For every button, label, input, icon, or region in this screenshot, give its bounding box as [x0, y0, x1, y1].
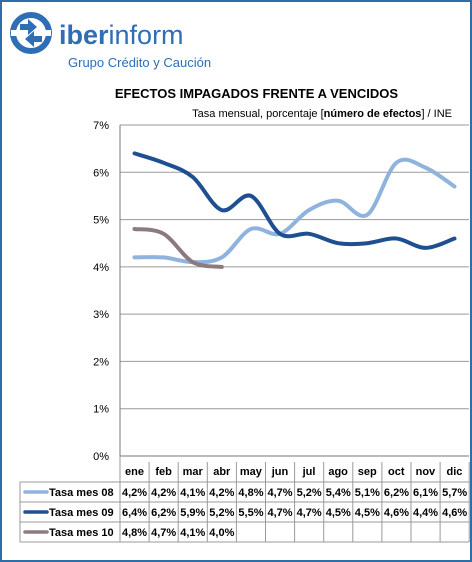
brand-logo: iberinform Grupo Crédito y Caución [10, 12, 211, 70]
y-tick-label: 1% [93, 404, 109, 416]
legend-label-3: Tasa mes 10 [49, 527, 114, 539]
x-tick-label: jul [302, 466, 316, 478]
table-cell: 4,4% [413, 507, 438, 519]
y-tick-label: 4% [93, 262, 109, 274]
table-cell: 5,2% [297, 487, 322, 499]
x-tick-label: oct [388, 466, 405, 478]
table-cell: 4,8% [238, 487, 263, 499]
table-cell: 4,6% [442, 507, 467, 519]
table-cell: 4,1% [180, 487, 205, 499]
y-tick-label: 2% [93, 356, 109, 368]
brand-name: iberinform [59, 20, 184, 50]
table-cell: 4,5% [355, 507, 380, 519]
series-lines [132, 151, 457, 269]
table-cell: 6,2% [151, 507, 176, 519]
table-cell: 4,7% [268, 507, 293, 519]
x-tick-label: ago [328, 466, 348, 478]
y-tick-label: 6% [93, 167, 109, 179]
table-cell: 4,2% [151, 487, 176, 499]
chart-subtitle-part3: ] / INE [421, 108, 452, 120]
chart-subtitle-part1: Tasa mensual, porcentaje [ [192, 108, 323, 120]
table-cell: 5,2% [209, 507, 234, 519]
x-tick-label: abr [213, 466, 231, 478]
legend-label-2: Tasa mes 09 [49, 507, 114, 519]
x-tick-label: mar [183, 466, 204, 478]
y-axis: 0% 1% 2% 3% 4% 5% 6% 7% [93, 120, 109, 463]
x-tick-label: ene [125, 466, 144, 478]
series-line-3 [132, 227, 224, 269]
table-cell: 6,2% [384, 487, 409, 499]
brand-tagline: Grupo Crédito y Caución [68, 55, 211, 70]
table-cell: 5,1% [355, 487, 380, 499]
chart-subtitle-part2: número de efectos [324, 108, 422, 120]
table-cell: 4,7% [268, 487, 293, 499]
x-tick-label: may [240, 466, 263, 478]
table-cell: 4,1% [180, 527, 205, 539]
x-tick-label: jun [271, 466, 289, 478]
table-cell: 5,4% [326, 487, 351, 499]
legend-label-1: Tasa mes 08 [49, 487, 114, 499]
table-cell: 4,6% [384, 507, 409, 519]
table-cell: 4,5% [326, 507, 351, 519]
table-cell: 4,0% [209, 527, 234, 539]
y-tick-label: 0% [93, 451, 109, 463]
x-tick-label: sep [358, 466, 377, 478]
table-cell: 4,7% [297, 507, 322, 519]
x-tick-label: feb [155, 466, 172, 478]
table-cell: 4,2% [122, 487, 147, 499]
table-cell: 4,7% [151, 527, 176, 539]
y-tick-label: 3% [93, 309, 109, 321]
table-cell: 5,9% [180, 507, 205, 519]
y-tick-label: 7% [93, 120, 109, 132]
table-cell: 6,1% [413, 487, 438, 499]
gridlines [119, 124, 469, 457]
brand-name-part2: inform [109, 20, 184, 50]
chart-subtitle: Tasa mensual, porcentaje [número de efec… [192, 108, 452, 120]
data-table: ene feb mar abr may jun jul ago sep oct nov dic Tasa… [19, 456, 470, 543]
chart-title: EFECTOS IMPAGADOS FRENTE A VENCIDOS [115, 86, 398, 101]
table-cell: 4,2% [209, 487, 234, 499]
table-cell: 4,8% [122, 527, 147, 539]
x-tick-label: nov [416, 466, 436, 478]
table-cell: 5,5% [238, 507, 263, 519]
table-cell: 6,4% [122, 507, 147, 519]
x-tick-label: dic [447, 466, 463, 478]
brand-name-part1: iber [59, 20, 109, 50]
y-tick-label: 5% [93, 215, 109, 227]
iberinform-logo-icon [10, 12, 52, 54]
series-line-2 [132, 151, 457, 250]
series-line-1 [132, 157, 457, 265]
table-cell: 5,7% [442, 487, 467, 499]
